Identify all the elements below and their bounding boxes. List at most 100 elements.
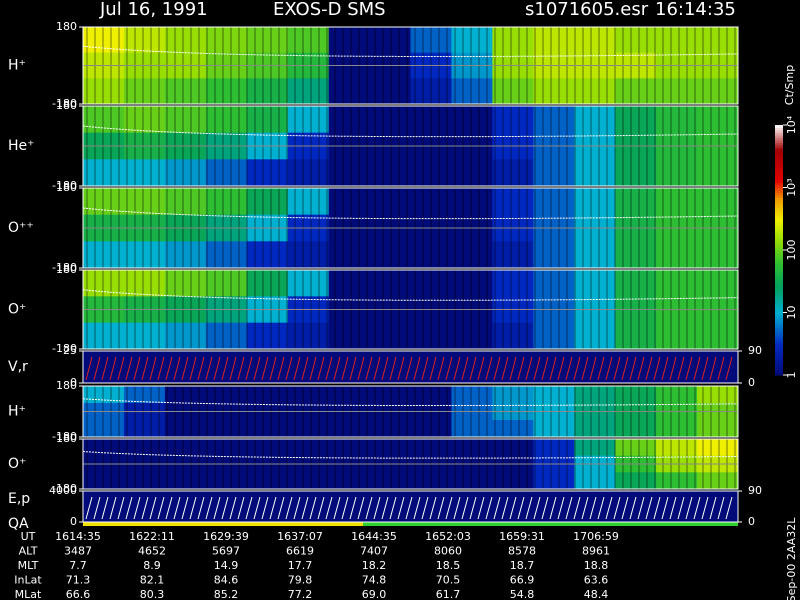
colorbar-segment <box>775 272 783 276</box>
ephemeris-value: 8961 <box>582 545 610 558</box>
heatmap-cell <box>451 188 493 216</box>
heatmap-cell <box>492 386 534 404</box>
heatmap-cell <box>123 241 166 269</box>
heatmap-cell <box>83 241 125 269</box>
heatmap-cell <box>697 27 739 54</box>
heatmap-cell <box>328 188 371 216</box>
ephemeris-value: 63.6 <box>584 574 609 587</box>
heatmap-cell <box>574 386 616 404</box>
heatmap-cell <box>533 270 575 297</box>
heatmap-cell <box>287 420 330 438</box>
ephemeris-value: 1706:59 <box>573 530 619 543</box>
colorbar-segment <box>775 265 783 268</box>
colorbar-segment <box>775 197 783 201</box>
heatmap-cell <box>533 386 575 404</box>
colorbar-segment <box>775 282 783 286</box>
colorbar-segment <box>775 147 783 151</box>
heatmap-cell <box>410 420 452 438</box>
colorbar-segment <box>775 360 783 363</box>
ephemeris-value: 66.6 <box>66 588 91 600</box>
ephemeris-value: 17.7 <box>288 559 313 572</box>
colorbar-segment <box>775 292 783 296</box>
panel-frame <box>82 350 739 384</box>
heatmap-cell <box>83 78 125 105</box>
panel-label: He⁺ <box>8 138 35 154</box>
heatmap-cell <box>287 106 330 134</box>
ephemeris-value: 18.2 <box>362 559 387 572</box>
ephemeris-value: 18.8 <box>584 559 609 572</box>
heatmap-cell <box>533 106 575 134</box>
ephemeris-row-label: MLT <box>18 559 39 572</box>
heatmap-cell <box>123 78 166 105</box>
heatmap-cell <box>574 27 616 54</box>
heatmap-cell <box>533 472 575 490</box>
y-tick-label: 180 <box>56 379 77 392</box>
heatmap-cell <box>369 241 411 269</box>
ephemeris-value: 69.0 <box>362 588 387 600</box>
ephemeris-value: 1614:35 <box>55 530 101 543</box>
panel-label: V,r <box>8 359 28 375</box>
ephemeris-value: 4652 <box>138 545 166 558</box>
heatmap-cell <box>656 188 698 216</box>
heatmap-cell <box>287 159 330 187</box>
heatmap-cell <box>205 420 248 438</box>
colorbar-segment <box>775 150 783 153</box>
heatmap-cell <box>492 159 534 187</box>
colorbar-segment <box>775 130 783 133</box>
heatmap-cell <box>410 270 452 297</box>
colorbar-segment <box>775 315 783 318</box>
sawtooth <box>85 496 733 520</box>
colorbar-segment <box>775 215 783 218</box>
heatmap-cell <box>287 322 330 350</box>
heatmap-cell <box>328 241 371 269</box>
colorbar-tick-label: 10 <box>785 306 798 320</box>
heatmap-cell <box>123 27 166 54</box>
colorbar-segment <box>775 295 783 298</box>
y-tick-label: 0 <box>70 515 77 528</box>
heatmap-cell <box>615 322 657 350</box>
colorbar-segment <box>775 182 783 186</box>
colorbar-tick-label: 1 <box>785 372 798 379</box>
colorbar-segment <box>775 255 783 258</box>
y-tick-label: -180 <box>52 261 77 274</box>
ephemeris-value: 66.9 <box>510 574 535 587</box>
colorbar-segment <box>775 152 783 156</box>
heatmap-cell <box>246 241 289 269</box>
heatmap-cell <box>123 439 166 457</box>
colorbar-segment <box>775 140 783 143</box>
ephemeris-value: 18.7 <box>510 559 535 572</box>
heatmap-cell <box>451 439 493 457</box>
heatmap-cell <box>410 27 452 54</box>
heatmap-cell <box>697 386 739 404</box>
colorbar-segment <box>775 157 783 161</box>
ephemeris-value: 84.6 <box>214 574 239 587</box>
colorbar-segment <box>775 340 783 343</box>
colorbar-segment <box>775 217 783 221</box>
heatmap-cell <box>615 386 657 404</box>
colorbar-segment <box>775 317 783 321</box>
heatmap-cell <box>369 439 411 457</box>
ephemeris-row-label: InLat <box>14 574 42 587</box>
heatmap-cell <box>164 78 207 105</box>
heatmap-cell <box>615 420 657 438</box>
panel-frame <box>82 490 739 523</box>
ephemeris-value: 70.5 <box>436 574 461 587</box>
heatmap-cell <box>615 159 657 187</box>
colorbar-tick-label: 10³ <box>785 178 798 196</box>
ephemeris-value: 6619 <box>286 545 314 558</box>
ephemeris-value: 74.8 <box>362 574 387 587</box>
heatmap-cell <box>287 78 330 105</box>
heatmap-cell <box>410 386 452 404</box>
heatmap-cell <box>410 472 452 490</box>
y-tick-label: 180 <box>56 432 77 445</box>
ephemeris-value: 5697 <box>212 545 240 558</box>
colorbar-segment <box>775 302 783 306</box>
heatmap-cell <box>83 322 125 350</box>
heatmap-cell <box>205 159 248 187</box>
ephemeris-value: 80.3 <box>140 588 165 600</box>
pitch-trace <box>82 451 739 459</box>
heatmap-cell <box>574 78 616 105</box>
heatmap-cell <box>410 78 452 105</box>
panel-label: H⁺ <box>8 404 26 420</box>
colorbar-segment <box>775 325 783 328</box>
